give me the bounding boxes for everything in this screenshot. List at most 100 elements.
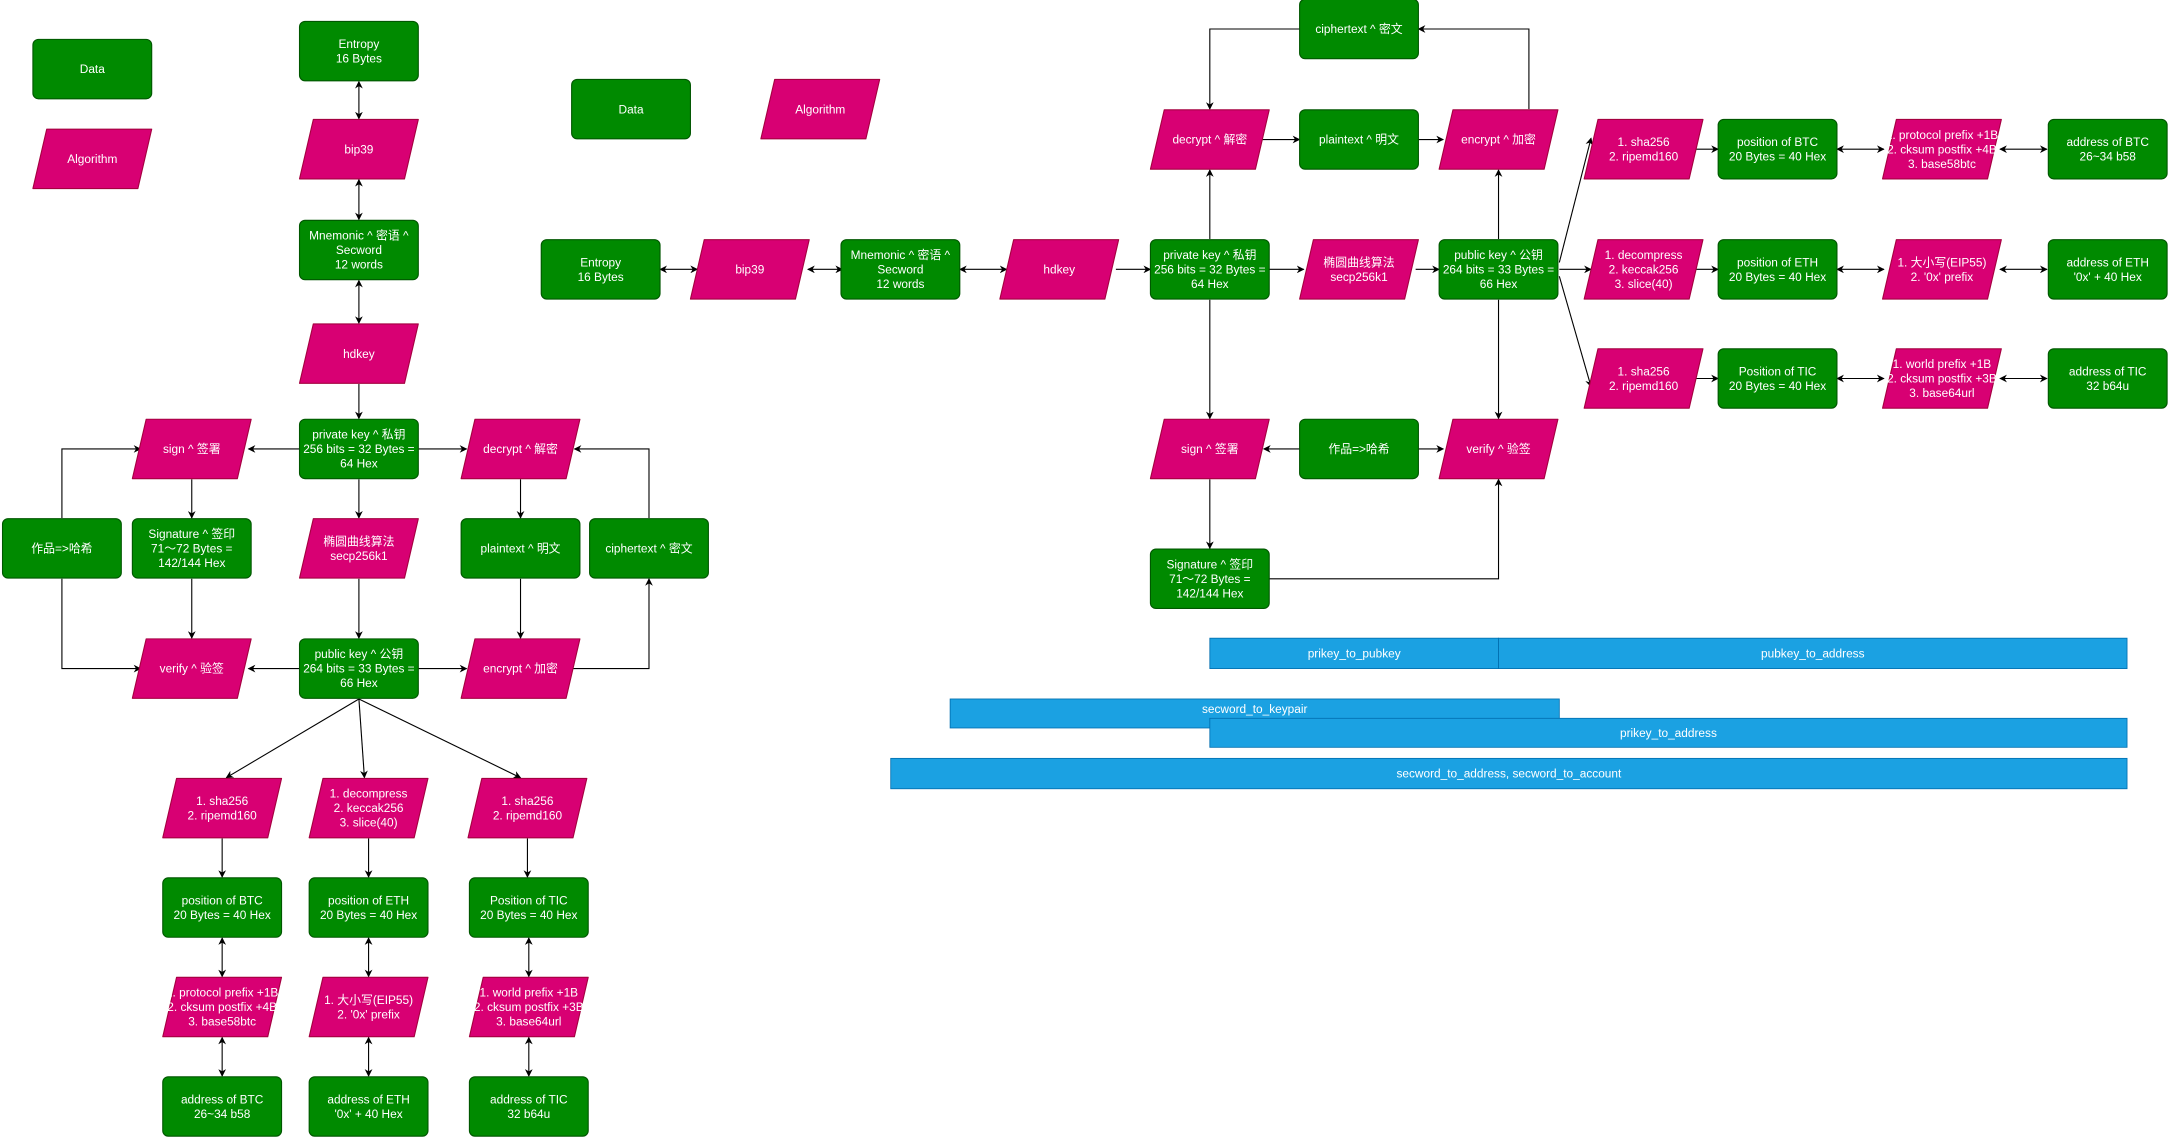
algorithm-node-left-ecc[interactable]: 椭圆曲线算法 secp256k1 bbox=[298, 518, 419, 579]
algorithm-node-right-tic-encode[interactable]: 1. world prefix +1B 2. cksum postfix +3B 3… bbox=[1881, 348, 2002, 409]
node-label: 1. protocol prefix +1B 2. cksum postfix +… bbox=[1886, 128, 1998, 171]
data-node-left-public-key[interactable]: public key ^ 公钥 264 bits = 33 Bytes = 66 H… bbox=[298, 638, 419, 699]
connector-arrow bbox=[358, 698, 522, 779]
data-node-left-tic-position[interactable]: Position of TIC 20 Bytes = 40 Hex bbox=[468, 877, 589, 938]
node-label: sign ^ 签署 bbox=[163, 442, 221, 456]
api-bar-secword-to-address[interactable]: secword_to_address, secword_to_account bbox=[890, 757, 2128, 790]
algorithm-node-right-ecc[interactable]: 椭圆曲线算法 secp256k1 bbox=[1299, 239, 1419, 300]
connector-arrow bbox=[573, 445, 650, 519]
algorithm-node-right-btc-encode[interactable]: 1. protocol prefix +1B 2. cksum postfix +… bbox=[1881, 118, 2002, 180]
node-shape bbox=[689, 239, 810, 300]
algorithm-node-left-tic-encode[interactable]: 1. world prefix +1B 2. cksum postfix +3B 3… bbox=[468, 976, 589, 1038]
node-label-line: 3. base58btc bbox=[1908, 157, 1976, 171]
algorithm-node-right-sign[interactable]: sign ^ 签署 bbox=[1149, 418, 1270, 480]
data-node-right-signature[interactable]: Signature ^ 签印 71～72 Bytes = 142/144 Hex bbox=[1149, 548, 1270, 610]
data-node-right-entropy[interactable]: Entropy 16 Bytes bbox=[540, 239, 661, 300]
algorithm-node-legend-left-algorithm[interactable]: Algorithm bbox=[32, 128, 153, 190]
node-label-line: 1. decompress bbox=[330, 787, 408, 801]
data-node-left-hash-work[interactable]: 作品=>哈希 bbox=[1, 518, 122, 579]
node-shape bbox=[1881, 118, 2002, 180]
node-shape bbox=[1583, 118, 1704, 180]
algorithm-node-left-btc-encode[interactable]: 1. protocol prefix +1B 2. cksum postfix +… bbox=[162, 976, 283, 1038]
node-label-line: ciphertext ^ 密文 bbox=[605, 542, 692, 556]
algorithm-node-right-eth-encode[interactable]: 1. 大小写(EIP55) 2. '0x' prefix bbox=[1881, 239, 2002, 300]
algorithm-node-left-hdkey[interactable]: hdkey bbox=[298, 323, 419, 384]
algorithm-node-left-sign[interactable]: sign ^ 签署 bbox=[131, 418, 252, 480]
node-shape bbox=[298, 20, 419, 82]
data-node-right-tic-address[interactable]: address of TIC 32 b64u bbox=[2047, 348, 2168, 409]
data-node-right-hash-work[interactable]: 作品=>哈希 bbox=[1299, 418, 1419, 480]
node-label: address of TIC 32 b64u bbox=[2069, 364, 2147, 393]
algorithm-node-right-decrypt[interactable]: decrypt ^ 解密 bbox=[1149, 109, 1270, 170]
data-node-left-tic-address[interactable]: address of TIC 32 b64u bbox=[468, 1076, 589, 1137]
algorithm-node-right-eth-hash[interactable]: 1. decompress 2. keccak256 3. slice(40) bbox=[1583, 239, 1704, 300]
algorithm-node-left-eth-encode[interactable]: 1. 大小写(EIP55) 2. '0x' prefix bbox=[308, 976, 429, 1038]
node-label-line: Algorithm bbox=[67, 152, 117, 166]
algorithm-node-left-eth-hash[interactable]: 1. decompress 2. keccak256 3. slice(40) bbox=[308, 777, 429, 839]
algorithm-node-right-verify[interactable]: verify ^ 验签 bbox=[1438, 418, 1559, 480]
data-node-left-plaintext[interactable]: plaintext ^ 明文 bbox=[460, 518, 581, 579]
node-label-line: Secword bbox=[336, 243, 382, 257]
node-label-line: 1. sha256 bbox=[1618, 135, 1670, 149]
data-node-left-btc-address[interactable]: address of BTC 26~34 b58 bbox=[162, 1076, 283, 1137]
algorithm-node-left-decrypt[interactable]: decrypt ^ 解密 bbox=[460, 418, 581, 480]
data-node-right-eth-address[interactable]: address of ETH '0x' + 40 Hex bbox=[2047, 239, 2168, 300]
algorithm-node-left-verify[interactable]: verify ^ 验签 bbox=[131, 638, 252, 699]
data-node-right-mnemonic[interactable]: Mnemonic ^ 密语 ^ Secword 12 words bbox=[840, 239, 961, 300]
algorithm-node-left-encrypt[interactable]: encrypt ^ 加密 bbox=[460, 638, 581, 699]
algorithm-node-right-hdkey[interactable]: hdkey bbox=[999, 239, 1120, 300]
api-bar-pubkey-to-address[interactable]: pubkey_to_address bbox=[1498, 637, 2128, 669]
data-node-left-eth-address[interactable]: address of ETH '0x' + 40 Hex bbox=[308, 1076, 429, 1137]
data-node-legend-left-data[interactable]: Data bbox=[32, 38, 153, 100]
node-shape bbox=[1583, 348, 1704, 409]
node-label-line: 2. keccak256 bbox=[1609, 263, 1679, 277]
data-node-right-tic-position[interactable]: Position of TIC 20 Bytes = 40 Hex bbox=[1717, 348, 1838, 409]
api-bar-shape bbox=[1209, 717, 2128, 748]
node-label: bip39 bbox=[735, 263, 764, 277]
data-node-left-ciphertext[interactable]: ciphertext ^ 密文 bbox=[589, 518, 709, 579]
api-bar-shape bbox=[1498, 637, 2128, 669]
node-label: 1. 大小写(EIP55) 2. '0x' prefix bbox=[324, 993, 413, 1022]
node-label-line: '0x' + 40 Hex bbox=[334, 1107, 402, 1121]
data-node-left-eth-position[interactable]: position of ETH 20 Bytes = 40 Hex bbox=[308, 877, 429, 938]
data-node-left-entropy[interactable]: Entropy 16 Bytes bbox=[298, 20, 419, 82]
data-node-right-private-key[interactable]: private key ^ 私钥 256 bits = 32 Bytes = 64 … bbox=[1149, 239, 1270, 300]
data-node-right-public-key[interactable]: public key ^ 公钥 264 bits = 33 Bytes = 66 H… bbox=[1438, 239, 1559, 300]
api-bar-prikey-to-pubkey[interactable]: prikey_to_pubkey bbox=[1209, 637, 1499, 669]
data-node-right-plaintext[interactable]: plaintext ^ 明文 bbox=[1299, 109, 1419, 170]
node-shape bbox=[840, 239, 961, 300]
node-shape bbox=[760, 78, 881, 140]
algorithm-node-right-btc-hash[interactable]: 1. sha256 2. ripemd160 bbox=[1583, 118, 1704, 180]
data-node-right-btc-address[interactable]: address of BTC 26~34 b58 bbox=[2047, 118, 2168, 180]
algorithm-node-left-btc-hash[interactable]: 1. sha256 2. ripemd160 bbox=[162, 777, 283, 839]
algorithm-node-right-bip39[interactable]: bip39 bbox=[689, 239, 810, 300]
node-label-line: plaintext ^ 明文 bbox=[481, 542, 561, 556]
data-node-legend-mid-data[interactable]: Data bbox=[571, 78, 691, 140]
algorithm-node-left-bip39[interactable]: bip39 bbox=[298, 118, 419, 180]
node-label-line: 1. 大小写(EIP55) bbox=[324, 993, 413, 1007]
data-node-right-eth-position[interactable]: position of ETH 20 Bytes = 40 Hex bbox=[1717, 239, 1838, 300]
node-label: Position of TIC 20 Bytes = 40 Hex bbox=[1729, 364, 1826, 393]
data-node-left-btc-position[interactable]: position of BTC 20 Bytes = 40 Hex bbox=[162, 877, 283, 938]
data-node-left-signature[interactable]: Signature ^ 签印 71～72 Bytes = 142/144 Hex bbox=[131, 518, 252, 579]
data-node-right-btc-position[interactable]: position of BTC 20 Bytes = 40 Hex bbox=[1717, 118, 1838, 180]
algorithm-node-right-encrypt[interactable]: encrypt ^ 加密 bbox=[1438, 109, 1559, 170]
node-label-line: 2. '0x' prefix bbox=[337, 1007, 400, 1021]
node-label-line: 2. cksum postfix +3B bbox=[1887, 372, 1997, 386]
data-node-left-private-key[interactable]: private key ^ 私钥 256 bits = 32 Bytes = 64 … bbox=[298, 418, 419, 480]
algorithm-node-legend-mid-algorithm[interactable]: Algorithm bbox=[760, 78, 881, 140]
node-label-line: 16 Bytes bbox=[336, 52, 382, 66]
connector-arrow bbox=[1558, 137, 1594, 263]
node-shape bbox=[1881, 348, 2002, 409]
node-shape bbox=[1299, 418, 1419, 480]
node-label-line: position of ETH bbox=[1737, 255, 1818, 269]
connector-arrow bbox=[225, 698, 360, 779]
data-node-right-ciphertext[interactable]: ciphertext ^ 密文 bbox=[1299, 0, 1419, 60]
algorithm-node-left-tic-hash[interactable]: 1. sha256 2. ripemd160 bbox=[467, 777, 588, 839]
node-shape bbox=[460, 518, 581, 579]
algorithm-node-right-tic-hash[interactable]: 1. sha256 2. ripemd160 bbox=[1583, 348, 1704, 409]
api-bar-prikey-to-address[interactable]: prikey_to_address bbox=[1209, 717, 2128, 748]
data-node-left-mnemonic[interactable]: Mnemonic ^ 密语 ^ Secword 12 words bbox=[298, 219, 419, 281]
node-shape bbox=[298, 118, 419, 180]
node-label-line: 142/144 Hex bbox=[1176, 586, 1243, 600]
